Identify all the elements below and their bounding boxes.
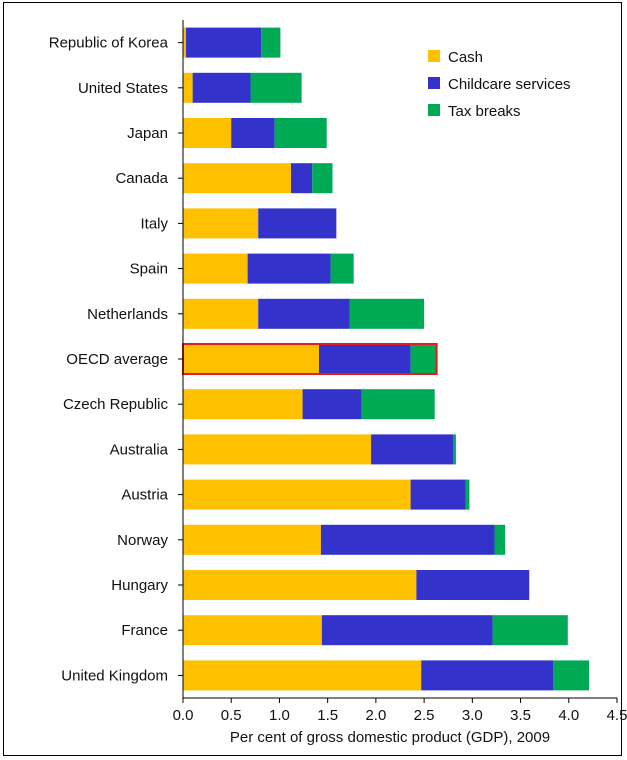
- bar-netherlands-tax-breaks: [349, 298, 425, 329]
- bar-united-states-tax-breaks: [250, 72, 302, 103]
- category-label-united-kingdom: United Kingdom: [61, 667, 168, 684]
- x-tick-label-2-0: 2.0: [365, 707, 386, 724]
- bar-spain-tax-breaks: [330, 253, 354, 284]
- bar-united-kingdom-childcare-services: [421, 660, 554, 691]
- bar-united-kingdom-cash: [183, 660, 422, 691]
- bar-japan-childcare-services: [231, 118, 275, 148]
- bar-canada-cash: [183, 163, 292, 194]
- bar-italy-childcare-services: [258, 208, 337, 239]
- category-label-italy: Italy: [140, 215, 168, 232]
- bar-czech-republic-cash: [183, 389, 303, 420]
- chart-frame: [3, 2, 622, 756]
- category-label-united-states: United States: [78, 80, 168, 97]
- bar-australia-childcare-services: [371, 434, 454, 465]
- legend-swatch-tax-breaks: [428, 104, 440, 116]
- bar-australia-tax-breaks: [453, 434, 456, 465]
- bar-norway-tax-breaks: [494, 524, 506, 555]
- category-label-oecd-average: OECD average: [66, 351, 168, 368]
- category-label-canada: Canada: [115, 170, 168, 187]
- category-labels: Republic of Korea United States Japan Canad…: [49, 35, 183, 684]
- bar-oecd-average-tax-breaks: [410, 344, 437, 374]
- x-tick-label-0-0: 0.0: [173, 707, 194, 724]
- bar-czech-republic-tax-breaks: [361, 389, 435, 420]
- x-tick-label-2-5: 2.5: [414, 707, 435, 724]
- x-tick-label-3-0: 3.0: [462, 707, 483, 724]
- category-label-republic-of-korea: Republic of Korea: [49, 35, 169, 52]
- legend-label-tax-breaks: Tax breaks: [448, 103, 521, 120]
- bars-layer: [182, 27, 590, 691]
- category-label-netherlands: Netherlands: [87, 306, 168, 323]
- category-label-australia: Australia: [110, 441, 169, 458]
- x-tick-label-4-5: 4.5: [607, 707, 627, 724]
- category-label-czech-republic: Czech Republic: [63, 396, 169, 413]
- x-tick-label-1-5: 1.5: [317, 707, 338, 724]
- bar-netherlands-cash: [183, 298, 259, 329]
- bar-republic-of-korea-cash: [183, 27, 186, 58]
- category-label-france: France: [121, 622, 168, 639]
- x-tick-label-1-0: 1.0: [269, 707, 290, 724]
- bar-japan-tax-breaks: [274, 118, 327, 148]
- bar-oecd-average-childcare-services: [318, 344, 411, 374]
- bar-france-tax-breaks: [492, 615, 568, 646]
- bar-italy-cash: [183, 208, 259, 239]
- bar-united-kingdom-tax-breaks: [553, 660, 590, 691]
- bar-norway-cash: [183, 524, 321, 555]
- x-tick-label-0-5: 0.5: [221, 707, 242, 724]
- bar-netherlands-childcare-services: [258, 298, 350, 329]
- bar-australia-cash: [183, 434, 372, 465]
- category-label-spain: Spain: [130, 261, 168, 278]
- bar-czech-republic-childcare-services: [302, 389, 362, 420]
- legend-swatch-cash: [428, 50, 440, 62]
- bar-canada-childcare-services: [291, 163, 313, 194]
- x-tick-label-3-5: 3.5: [510, 707, 531, 724]
- bar-spain-childcare-services: [247, 253, 331, 284]
- legend: Cash Childcare services Tax breaks: [428, 49, 571, 120]
- x-tick-label-4-0: 4.0: [558, 707, 579, 724]
- bar-united-states-childcare-services: [192, 72, 251, 103]
- bar-hungary-childcare-services: [416, 570, 530, 600]
- legend-swatch-childcare-services: [428, 77, 440, 89]
- category-label-norway: Norway: [117, 532, 168, 549]
- category-label-japan: Japan: [127, 125, 168, 142]
- x-axis-title: Per cent of gross domestic product (GDP)…: [230, 729, 550, 746]
- bar-republic-of-korea-tax-breaks: [261, 27, 281, 58]
- bar-united-states-cash: [183, 72, 193, 103]
- legend-label-childcare-services: Childcare services: [448, 76, 571, 93]
- bar-france-cash: [183, 615, 322, 646]
- bar-hungary-cash: [183, 570, 417, 600]
- bar-norway-childcare-services: [320, 524, 495, 555]
- bar-austria-tax-breaks: [465, 479, 470, 510]
- bar-spain-cash: [183, 253, 248, 284]
- bar-japan-cash: [183, 118, 232, 148]
- bar-france-childcare-services: [321, 615, 493, 646]
- legend-label-cash: Cash: [448, 49, 483, 66]
- x-axis-ticks: 0.0 0.5 1.0 1.5 2.0 2.5 3.0 3.5 4.0 4.5: [173, 698, 627, 724]
- bar-canada-tax-breaks: [312, 163, 333, 194]
- bar-austria-cash: [183, 479, 411, 510]
- bar-republic-of-korea-childcare-services: [185, 27, 262, 58]
- bar-austria-childcare-services: [410, 479, 466, 510]
- bar-oecd-average-cash: [183, 344, 319, 374]
- category-label-hungary: Hungary: [111, 577, 168, 594]
- category-label-austria: Austria: [121, 487, 168, 504]
